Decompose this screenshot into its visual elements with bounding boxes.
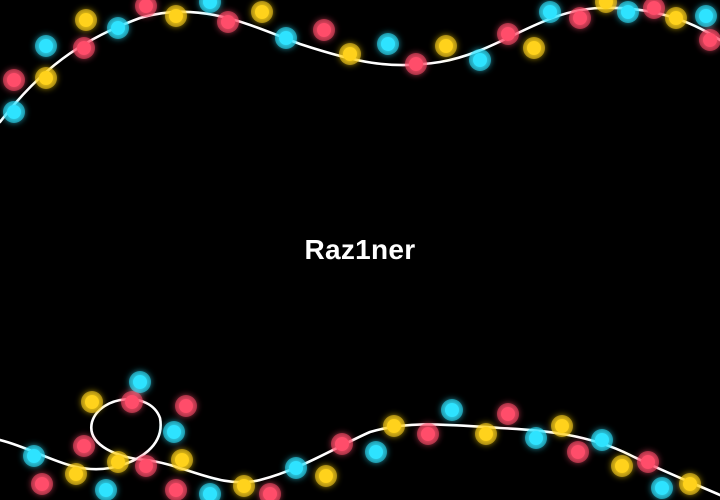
- cyan-bulb: [473, 53, 487, 67]
- cyan-bulb: [203, 0, 217, 9]
- cyan-bulb: [699, 9, 713, 23]
- yellow-bulb: [255, 5, 269, 19]
- cyan-bulb: [27, 449, 41, 463]
- cyan-bulb: [279, 31, 293, 45]
- red-bulb: [409, 57, 423, 71]
- cyan-bulb: [381, 37, 395, 51]
- yellow-bulb: [439, 39, 453, 53]
- cyan-bulb: [203, 487, 217, 500]
- red-bulb: [125, 395, 139, 409]
- yellow-bulb: [669, 11, 683, 25]
- cyan-bulb: [167, 425, 181, 439]
- red-bulb: [35, 477, 49, 491]
- red-bulb: [169, 483, 183, 497]
- cyan-bulb: [369, 445, 383, 459]
- cyan-bulb: [595, 433, 609, 447]
- yellow-bulb: [387, 419, 401, 433]
- yellow-bulb: [169, 9, 183, 23]
- red-bulb: [641, 455, 655, 469]
- cyan-bulb: [621, 5, 635, 19]
- cyan-bulb: [655, 481, 669, 495]
- yellow-bulb: [79, 13, 93, 27]
- yellow-bulb: [683, 477, 697, 491]
- yellow-bulb: [111, 455, 125, 469]
- red-bulb: [501, 27, 515, 41]
- cyan-bulb: [99, 483, 113, 497]
- cyan-bulb: [39, 39, 53, 53]
- yellow-bulb: [237, 479, 251, 493]
- yellow-bulb: [39, 71, 53, 85]
- red-bulb: [501, 407, 515, 421]
- cyan-bulb: [529, 431, 543, 445]
- red-bulb: [317, 23, 331, 37]
- red-bulb: [139, 459, 153, 473]
- red-bulb: [7, 73, 21, 87]
- red-bulb: [263, 487, 277, 500]
- red-bulb: [703, 33, 717, 47]
- cyan-bulb: [7, 105, 21, 119]
- red-bulb: [221, 15, 235, 29]
- yellow-bulb: [599, 0, 613, 9]
- cyan-bulb: [111, 21, 125, 35]
- yellow-bulb: [479, 427, 493, 441]
- yellow-bulb: [85, 395, 99, 409]
- red-bulb: [421, 427, 435, 441]
- yellow-bulb: [555, 419, 569, 433]
- yellow-bulb: [69, 467, 83, 481]
- yellow-bulb: [319, 469, 333, 483]
- yellow-bulb: [175, 453, 189, 467]
- username-label: Raz1ner: [304, 234, 416, 265]
- yellow-bulb: [527, 41, 541, 55]
- cyan-bulb: [543, 5, 557, 19]
- red-bulb: [571, 445, 585, 459]
- red-bulb: [77, 41, 91, 55]
- red-bulb: [335, 437, 349, 451]
- yellow-bulb: [615, 459, 629, 473]
- cyan-bulb: [445, 403, 459, 417]
- cyan-bulb: [133, 375, 147, 389]
- red-bulb: [647, 1, 661, 15]
- red-bulb: [179, 399, 193, 413]
- red-bulb: [573, 11, 587, 25]
- red-bulb: [139, 0, 153, 13]
- cyan-bulb: [289, 461, 303, 475]
- red-bulb: [77, 439, 91, 453]
- yellow-bulb: [343, 47, 357, 61]
